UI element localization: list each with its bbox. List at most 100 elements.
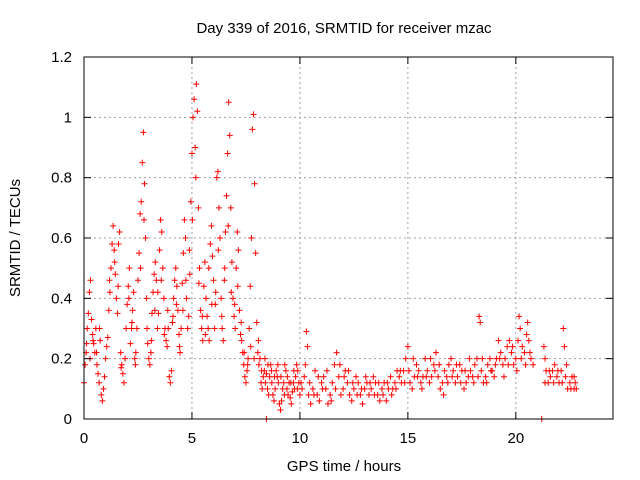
- data-point: [163, 337, 170, 344]
- data-point: [126, 265, 133, 272]
- data-point: [333, 349, 340, 356]
- data-point: [167, 379, 174, 386]
- data-point: [466, 355, 473, 362]
- data-point: [87, 277, 94, 284]
- data-point: [290, 367, 297, 374]
- data-point: [145, 355, 152, 362]
- data-point: [173, 301, 180, 308]
- data-point: [484, 361, 491, 368]
- data-point: [213, 174, 220, 181]
- data-point: [323, 367, 330, 374]
- data-point: [312, 367, 319, 374]
- data-point: [222, 228, 229, 235]
- data-point: [563, 361, 570, 368]
- data-point: [319, 385, 326, 392]
- x-tick-label: 5: [188, 430, 196, 447]
- data-point: [109, 241, 116, 248]
- data-point: [500, 373, 507, 380]
- data-point: [251, 355, 258, 362]
- data-point: [479, 355, 486, 362]
- data-point: [268, 367, 275, 374]
- data-point: [375, 379, 382, 386]
- data-point: [179, 280, 186, 287]
- data-point: [524, 319, 531, 326]
- data-point: [218, 313, 225, 320]
- data-point: [215, 204, 222, 211]
- data-point: [525, 337, 532, 344]
- data-point: [572, 379, 579, 386]
- data-point: [201, 259, 208, 266]
- data-point: [289, 388, 296, 395]
- data-point: [158, 228, 165, 235]
- data-point: [180, 250, 187, 257]
- data-point: [383, 397, 390, 404]
- data-point: [193, 81, 200, 88]
- y-tick-label: 0.6: [51, 230, 72, 247]
- data-point: [571, 373, 578, 380]
- data-point: [371, 391, 378, 398]
- data-point: [348, 397, 355, 404]
- data-point: [197, 307, 204, 314]
- data-point: [302, 361, 309, 368]
- data-point: [396, 373, 403, 380]
- data-point: [90, 337, 97, 344]
- data-point: [181, 216, 188, 223]
- y-tick-label: 0: [64, 411, 72, 428]
- data-point: [238, 337, 245, 344]
- data-point: [518, 355, 525, 362]
- data-point: [284, 373, 291, 380]
- data-point: [512, 355, 519, 362]
- tick-marks: [83, 56, 613, 420]
- data-point: [444, 379, 451, 386]
- data-point: [301, 373, 308, 380]
- data-point: [332, 385, 339, 392]
- data-point: [551, 361, 558, 368]
- data-point: [105, 307, 112, 314]
- chart-title: Day 339 of 2016, SRMTID for receiver mza…: [196, 20, 492, 37]
- data-point: [247, 283, 254, 290]
- data-point: [530, 361, 537, 368]
- data-point: [483, 379, 490, 386]
- data-point: [225, 99, 232, 106]
- data-point: [186, 247, 193, 254]
- data-point: [278, 397, 285, 404]
- data-point: [269, 391, 276, 398]
- data-point: [251, 180, 258, 187]
- data-point: [450, 367, 457, 374]
- data-point: [527, 355, 534, 362]
- data-point: [248, 235, 255, 241]
- data-point: [90, 340, 97, 347]
- data-point: [172, 265, 179, 272]
- data-point: [111, 259, 118, 266]
- data-point: [393, 385, 400, 392]
- data-point: [138, 198, 145, 205]
- data-point: [315, 373, 322, 380]
- data-point: [506, 337, 513, 344]
- data-point: [280, 379, 287, 386]
- data-point: [142, 235, 149, 241]
- data-point: [428, 373, 435, 380]
- data-point: [125, 283, 132, 290]
- data-point: [128, 325, 135, 332]
- data-point: [509, 343, 516, 350]
- data-point: [244, 367, 251, 374]
- data-point: [212, 289, 219, 296]
- data-point: [176, 331, 183, 338]
- data-point: [296, 391, 303, 398]
- data-point: [195, 280, 202, 287]
- data-point: [93, 361, 100, 368]
- data-point: [132, 361, 139, 368]
- data-point: [148, 337, 155, 344]
- data-point: [141, 216, 148, 223]
- data-point: [88, 316, 95, 323]
- data-point: [261, 355, 268, 362]
- data-point: [275, 379, 282, 386]
- data-point: [170, 295, 177, 302]
- data-point: [217, 235, 224, 241]
- data-point: [252, 250, 259, 257]
- x-axis-tick-labels: 0 5 10 15 20: [80, 430, 524, 447]
- data-point: [471, 361, 478, 368]
- data-point: [277, 406, 284, 413]
- data-point: [454, 373, 461, 380]
